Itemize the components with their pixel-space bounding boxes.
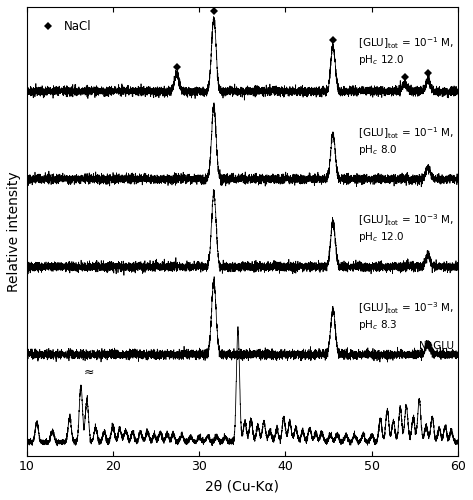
Text: [GLU]$_{\mathrm{tot}}$ = 10$^{-3}$ M,
pH$_c$ 12.0: [GLU]$_{\mathrm{tot}}$ = 10$^{-3}$ M, pH… <box>358 212 454 244</box>
Text: [GLU]$_{\mathrm{tot}}$ = 10$^{-1}$ M,
pH$_c$ 8.0: [GLU]$_{\mathrm{tot}}$ = 10$^{-1}$ M, pH… <box>358 125 454 156</box>
Text: NaCl: NaCl <box>64 20 91 32</box>
Y-axis label: Relative intensity: Relative intensity <box>7 171 21 292</box>
X-axis label: 2θ (Cu-Kα): 2θ (Cu-Kα) <box>205 479 280 493</box>
Text: ≈: ≈ <box>83 366 94 379</box>
Text: [GLU]$_{\mathrm{tot}}$ = 10$^{-1}$ M,
pH$_c$ 12.0: [GLU]$_{\mathrm{tot}}$ = 10$^{-1}$ M, pH… <box>358 35 454 66</box>
Text: [GLU]$_{\mathrm{tot}}$ = 10$^{-3}$ M,
pH$_c$ 8.3: [GLU]$_{\mathrm{tot}}$ = 10$^{-3}$ M, pH… <box>358 300 454 332</box>
Text: NaGLU: NaGLU <box>419 341 454 351</box>
